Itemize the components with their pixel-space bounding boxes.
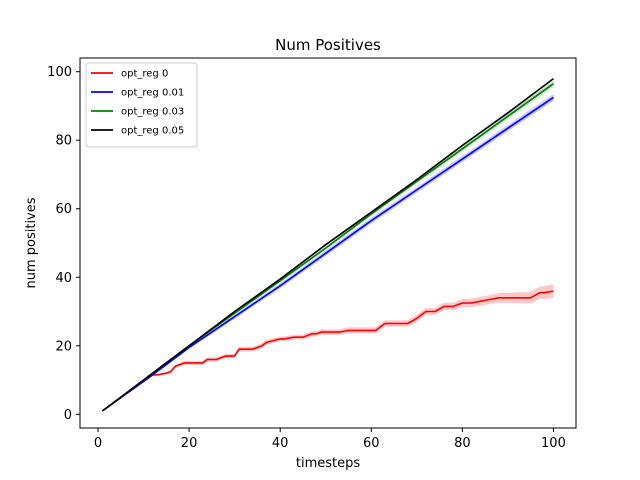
legend-label: opt_reg 0.03 (121, 107, 184, 118)
legend-label: opt_reg 0.01 (121, 88, 184, 99)
x-tick-label: 80 (454, 436, 471, 451)
y-tick-label: 20 (55, 339, 72, 354)
x-tick-label: 40 (272, 436, 289, 451)
series-lines (102, 77, 554, 412)
y-tick-label: 100 (47, 65, 72, 80)
x-tick-label: 60 (363, 436, 380, 451)
y-axis-label: num positives (24, 197, 39, 288)
x-tick-label: 20 (181, 436, 198, 451)
legend-label: opt_reg 0 (121, 69, 168, 80)
series-line-3 (102, 77, 554, 412)
legend-box (85, 62, 198, 148)
axes-frame (79, 57, 577, 429)
x-tick-label: 0 (94, 436, 102, 451)
y-tick-label: 60 (55, 202, 72, 217)
x-tick-label: 100 (541, 436, 566, 451)
series-line-1 (102, 96, 554, 412)
y-axis-ticks: 0 20 40 60 80 100 (47, 65, 80, 423)
legend-label: opt_reg 0.05 (121, 126, 184, 137)
chart-title: Num Positives (275, 36, 381, 54)
x-axis-ticks: 0 20 40 60 80 100 (94, 428, 566, 451)
y-tick-label: 80 (55, 134, 72, 149)
y-tick-label: 40 (55, 271, 72, 286)
legend: opt_reg 0 opt_reg 0.01 opt_reg 0.03 opt_reg… (85, 62, 198, 148)
y-tick-label: 0 (64, 408, 72, 423)
series-band-0 (102, 284, 554, 411)
x-axis-label: timesteps (296, 456, 360, 471)
series-line-0 (102, 290, 554, 412)
